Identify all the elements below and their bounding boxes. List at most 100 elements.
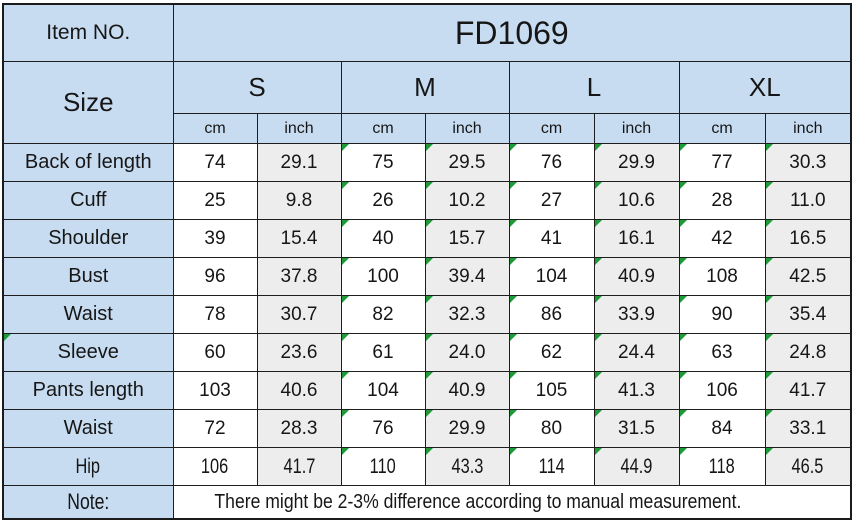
row-label-shoulder: Shoulder (2, 219, 174, 258)
error-indicator-triangle-icon (680, 220, 687, 227)
value-cell: 75 (340, 143, 426, 182)
error-indicator-triangle-icon (426, 296, 433, 303)
error-indicator-triangle-icon (595, 410, 602, 417)
value-cell: 100 (340, 257, 426, 296)
note-label: Note: (67, 489, 110, 514)
value-cell: 39 (172, 219, 258, 258)
value-cell: 46.5 (764, 447, 852, 486)
value-cell: 110 (340, 447, 426, 486)
value-cell: 104 (340, 371, 426, 410)
unit-label-inch: inch (424, 113, 510, 144)
error-indicator-triangle-icon (766, 372, 773, 379)
value-cell: 33.9 (593, 295, 680, 334)
size-chart-table: Item NO. FD1069 Size S M L XL cm inch cm… (2, 3, 852, 520)
unit-label-cm: cm (340, 113, 426, 144)
value-cell: 15.7 (424, 219, 510, 258)
value-cell: 108 (678, 257, 766, 296)
error-indicator-triangle-icon (595, 334, 602, 341)
error-indicator-triangle-icon (426, 334, 433, 341)
value-cell: 41.3 (593, 371, 680, 410)
size-column-l: L (508, 61, 680, 114)
unit-label-cm: cm (508, 113, 595, 144)
value-cell: 104 (508, 257, 595, 296)
size-header-row: Size S M L XL (2, 61, 852, 144)
value-cell: 114 (508, 447, 595, 486)
error-indicator-triangle-icon (426, 410, 433, 417)
value-cell: 10.2 (424, 181, 510, 220)
value-cell: 77 (678, 143, 766, 182)
error-indicator-triangle-icon (766, 258, 773, 265)
value-cell: 29.5 (424, 143, 510, 182)
error-indicator-triangle-icon (595, 220, 602, 227)
value-cell: 24.4 (593, 333, 680, 372)
item-no-row: Item NO. FD1069 (2, 3, 852, 62)
table-row: Cuff 25 9.8 26 10.2 27 10.6 28 11.0 (2, 181, 852, 220)
error-indicator-triangle-icon (680, 372, 687, 379)
item-no-label: Item NO. (2, 3, 174, 62)
unit-label-inch: inch (593, 113, 680, 144)
value-cell: 40.9 (424, 371, 510, 410)
size-column-m: M (340, 61, 510, 114)
error-indicator-triangle-icon (342, 334, 349, 341)
error-indicator-triangle-icon (342, 372, 349, 379)
unit-label-cm: cm (678, 113, 766, 144)
value-cell: 82 (340, 295, 426, 334)
measurement-rows: Back of length 74 29.1 75 29.5 76 29.9 77 30.3 Cu… (2, 143, 852, 486)
error-indicator-triangle-icon (342, 144, 349, 151)
size-label: Size (2, 61, 174, 144)
row-label-waist: Waist (2, 409, 174, 448)
error-indicator-triangle-icon (426, 372, 433, 379)
note-label-cell: Note: (2, 485, 174, 520)
value-cell: 74 (172, 143, 258, 182)
row-label-waist: Waist (2, 295, 174, 334)
error-indicator-triangle-icon (426, 448, 433, 455)
value-cell: 41.7 (256, 447, 342, 486)
value-cell: 28 (678, 181, 766, 220)
error-indicator-triangle-icon (342, 296, 349, 303)
row-label-back-of-length: Back of length (2, 143, 174, 182)
value-cell: 60 (172, 333, 258, 372)
value-cell: 27 (508, 181, 595, 220)
value-cell: 35.4 (764, 295, 852, 334)
value-cell: 86 (508, 295, 595, 334)
value-cell: 16.1 (593, 219, 680, 258)
value-cell: 10.6 (593, 181, 680, 220)
error-indicator-triangle-icon (766, 296, 773, 303)
value-cell: 90 (678, 295, 766, 334)
value-cell: 29.9 (593, 143, 680, 182)
error-indicator-triangle-icon (426, 258, 433, 265)
table-row: Waist 72 28.3 76 29.9 80 31.5 84 33.1 (2, 409, 852, 448)
unit-label-cm: cm (172, 113, 258, 144)
value-cell: 29.1 (256, 143, 342, 182)
value-cell: 80 (508, 409, 595, 448)
value-cell: 72 (172, 409, 258, 448)
value-cell: 23.6 (256, 333, 342, 372)
table-row: Hip 106 41.7 110 43.3 114 44.9 118 46.5 (2, 447, 852, 486)
error-indicator-triangle-icon (426, 220, 433, 227)
row-label-sleeve: Sleeve (2, 333, 174, 372)
table-row: Bust 96 37.8 100 39.4 104 40.9 108 42.5 (2, 257, 852, 296)
value-cell: 31.5 (593, 409, 680, 448)
error-indicator-triangle-icon (766, 448, 773, 455)
error-indicator-triangle-icon (680, 182, 687, 189)
row-label-hip: Hip (2, 447, 174, 486)
value-cell: 61 (340, 333, 426, 372)
error-indicator-triangle-icon (342, 258, 349, 265)
unit-header-row: cm inch cm inch cm inch cm inch (3, 113, 852, 144)
error-indicator-triangle-icon (595, 296, 602, 303)
note-text: There might be 2-3% difference according… (214, 490, 742, 513)
note-text-cell: There might be 2-3% difference according… (172, 485, 852, 520)
value-cell: 42 (678, 219, 766, 258)
error-indicator-triangle-icon (680, 410, 687, 417)
value-cell: 30.3 (764, 143, 852, 182)
error-indicator-triangle-icon (510, 144, 517, 151)
value-cell: 40.9 (593, 257, 680, 296)
error-indicator-triangle-icon (766, 220, 773, 227)
error-indicator-triangle-icon (595, 448, 602, 455)
note-section: Note: There might be 2-3% difference acc… (2, 485, 852, 520)
value-cell: 44.9 (593, 447, 680, 486)
value-cell: 106 (172, 447, 258, 486)
error-indicator-triangle-icon (680, 258, 687, 265)
error-indicator-triangle-icon (766, 410, 773, 417)
error-indicator-triangle-icon (510, 372, 517, 379)
